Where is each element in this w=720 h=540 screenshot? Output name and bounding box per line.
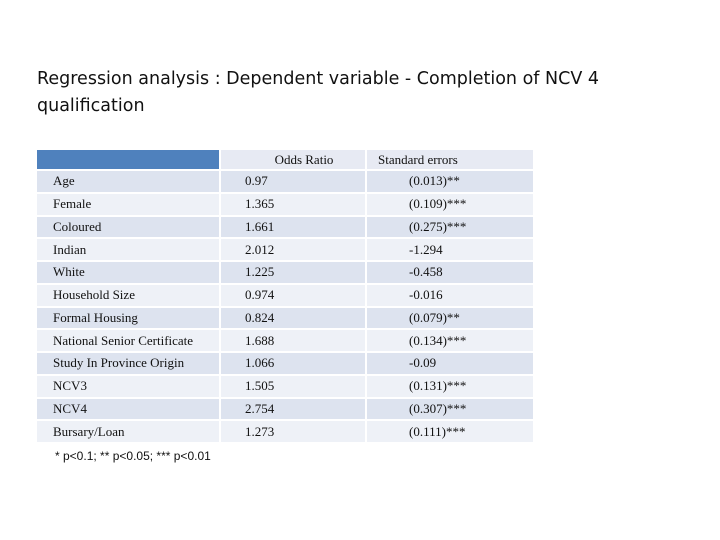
odds-ratio-cell: 0.824 [219, 306, 366, 331]
variable-cell: Indian [37, 238, 220, 262]
standard-error-cell: (0.134)*** [365, 329, 533, 353]
table-row: Coloured 1.661 (0.275)*** [37, 215, 533, 240]
odds-ratio-cell: 1.365 [219, 192, 366, 217]
variable-cell: White [37, 261, 220, 285]
variable-cell: Formal Housing [37, 306, 220, 331]
odds-ratio-cell: 1.225 [219, 261, 366, 285]
table-row: NCV3 1.505 (0.131)*** [37, 374, 533, 399]
variable-cell: NCV4 [37, 397, 220, 422]
standard-error-cell: -0.458 [365, 261, 533, 285]
standard-error-cell: (0.307)*** [365, 397, 533, 422]
standard-error-cell: (0.013)** [365, 170, 533, 194]
significance-footnote: * p<0.1; ** p<0.05; *** p<0.01 [55, 449, 211, 463]
table-header-row: Odds Ratio Standard errors [37, 150, 533, 171]
table-row: Female 1.365 (0.109)*** [37, 192, 533, 217]
variable-cell: National Senior Certificate [37, 329, 220, 353]
standard-error-cell: -1.294 [365, 238, 533, 262]
table-row: Indian 2.012 -1.294 [37, 238, 533, 262]
variable-cell: Study In Province Origin [37, 352, 220, 376]
table-row: White 1.225 -0.458 [37, 261, 533, 285]
odds-ratio-cell: 0.97 [219, 170, 366, 194]
odds-ratio-cell: 1.661 [219, 215, 366, 240]
table-row: Household Size 0.974 -0.016 [37, 283, 533, 308]
header-variable [37, 150, 220, 171]
table-row: Bursary/Loan 1.273 (0.111)*** [37, 420, 533, 444]
regression-table: Odds Ratio Standard errors Age 0.97 (0.013… [37, 150, 533, 444]
standard-error-cell: -0.016 [365, 283, 533, 308]
variable-cell: Bursary/Loan [37, 420, 220, 444]
variable-cell: Coloured [37, 215, 220, 240]
odds-ratio-cell: 2.012 [219, 238, 366, 262]
variable-cell: Female [37, 192, 220, 217]
standard-error-cell: (0.111)*** [365, 420, 533, 444]
variable-cell: Age [37, 170, 220, 194]
standard-error-cell: (0.109)*** [365, 192, 533, 217]
footnote-text: * p<0.1; ** p<0.05; *** p<0.01 [55, 449, 211, 463]
page-title: Regression analysis : Dependent variable… [37, 69, 599, 116]
header-odds-ratio: Odds Ratio [219, 150, 366, 171]
odds-ratio-cell: 1.688 [219, 329, 366, 353]
table-row: NCV4 2.754 (0.307)*** [37, 397, 533, 422]
odds-ratio-cell: 1.505 [219, 374, 366, 399]
odds-ratio-cell: 2.754 [219, 397, 366, 422]
table-row: Study In Province Origin 1.066 -0.09 [37, 352, 533, 376]
table-row: Age 0.97 (0.013)** [37, 170, 533, 194]
standard-error-cell: (0.275)*** [365, 215, 533, 240]
variable-cell: NCV3 [37, 374, 220, 399]
standard-error-cell: (0.079)** [365, 306, 533, 331]
table-row: National Senior Certificate 1.688 (0.134)*… [37, 329, 533, 353]
odds-ratio-cell: 1.273 [219, 420, 366, 444]
variable-cell: Household Size [37, 283, 220, 308]
table-row: Formal Housing 0.824 (0.079)** [37, 306, 533, 331]
standard-error-cell: (0.131)*** [365, 374, 533, 399]
standard-error-cell: -0.09 [365, 352, 533, 376]
odds-ratio-cell: 0.974 [219, 283, 366, 308]
odds-ratio-cell: 1.066 [219, 352, 366, 376]
header-standard-errors: Standard errors [365, 150, 533, 171]
